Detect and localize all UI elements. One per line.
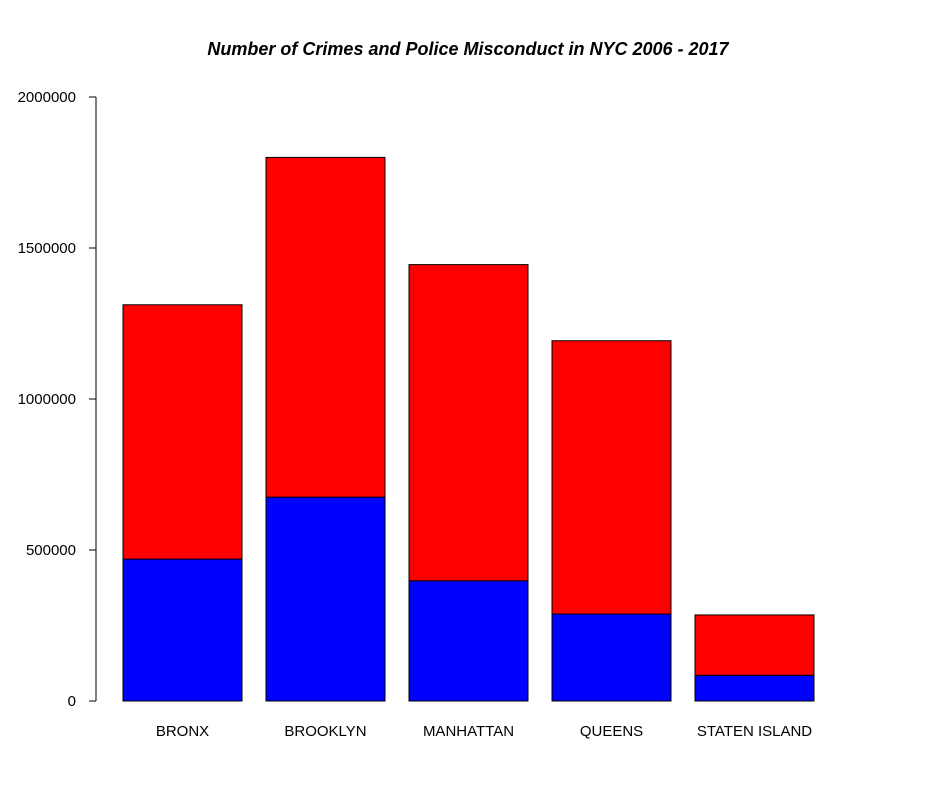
- bar-segment-2: [408, 264, 529, 582]
- bar-segment-1: [265, 496, 386, 702]
- x-category-label: MANHATTAN: [423, 723, 514, 740]
- bar-segment-1: [694, 674, 815, 702]
- x-axis-labels: BRONX BROOKLYN MANHATTAN QUEENS STATEN ISLAN…: [156, 723, 812, 740]
- y-tick-label: 1000000: [18, 391, 76, 408]
- bar-segment-1: [551, 613, 672, 702]
- y-tick-label: 0: [68, 693, 76, 710]
- bar-segment-2: [265, 156, 386, 498]
- x-category-label: STATEN ISLAND: [697, 723, 812, 740]
- y-tick-label: 500000: [26, 542, 76, 559]
- chart-title: Number of Crimes and Police Misconduct i…: [207, 39, 729, 59]
- x-category-label: BRONX: [156, 723, 209, 740]
- bar-segment-1: [122, 558, 243, 702]
- bar-segment-2: [694, 614, 815, 676]
- bars: [122, 156, 815, 702]
- x-category-label: BROOKLYN: [284, 723, 366, 740]
- x-category-label: QUEENS: [580, 723, 643, 740]
- y-tick-label: 1500000: [18, 240, 76, 257]
- bar-segment-1: [408, 580, 529, 702]
- y-axis: 0 500000 1000000 1500000 2000000: [18, 89, 97, 710]
- bar-segment-2: [122, 304, 243, 560]
- y-tick-label: 2000000: [18, 89, 76, 106]
- bar-segment-2: [551, 340, 672, 615]
